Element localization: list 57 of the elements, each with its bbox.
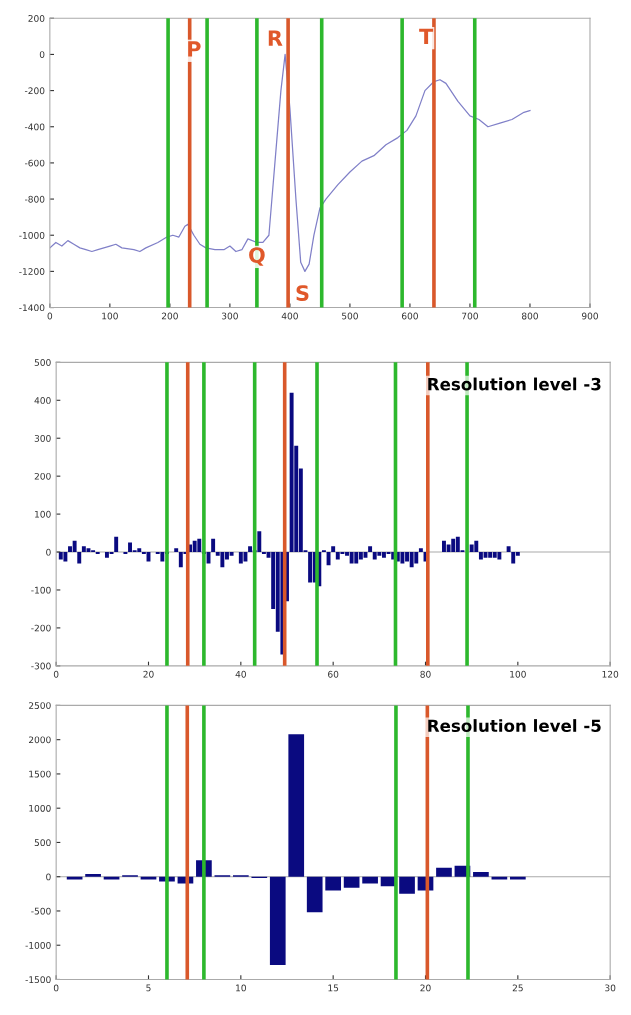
y-tick-label: -100 bbox=[31, 586, 51, 594]
x-tick-label: 800 bbox=[521, 312, 538, 320]
y-tick-label: -200 bbox=[31, 624, 51, 632]
y-tick-label: -800 bbox=[24, 195, 45, 203]
x-tick-label: 700 bbox=[462, 312, 478, 320]
y-tick-label: 1000 bbox=[29, 804, 51, 812]
y-tick-label: 200 bbox=[34, 472, 51, 480]
y-tick-label: 400 bbox=[34, 397, 51, 404]
y-tick-label: 2500 bbox=[28, 702, 51, 709]
text: Resolution level -3 bbox=[428, 377, 601, 391]
y-tick-label: -600 bbox=[24, 159, 45, 167]
x-tick-label: 120 bbox=[602, 670, 619, 678]
x-tick-label: 200 bbox=[161, 312, 178, 320]
x-tick-label: 30 bbox=[605, 984, 616, 992]
annotation: R bbox=[268, 30, 283, 46]
y-tick-label: 0 bbox=[39, 51, 45, 58]
y-tick-label: -400 bbox=[24, 123, 45, 131]
y-tick-label: -1200 bbox=[19, 268, 45, 275]
x-tick-label: 80 bbox=[420, 670, 431, 678]
x-tick-label: 15 bbox=[328, 984, 339, 992]
y-tick-label: 1500 bbox=[29, 770, 51, 778]
y-tick-label: -500 bbox=[31, 907, 51, 915]
x-tick-label: 100 bbox=[510, 670, 526, 678]
x-tick-label: 600 bbox=[401, 312, 418, 320]
x-tick-label: 20 bbox=[420, 984, 431, 992]
x-tick-label: 400 bbox=[281, 312, 298, 320]
x-tick-label: 0 bbox=[53, 984, 59, 992]
x-tick-label: 500 bbox=[342, 312, 358, 320]
y-tick-label: 0 bbox=[46, 548, 51, 556]
annotation: Q bbox=[249, 247, 265, 266]
y-tick-label: -1500 bbox=[25, 976, 51, 984]
y-tick-label: 300 bbox=[34, 434, 51, 442]
y-tick-label: -1400 bbox=[19, 304, 45, 312]
y-tick-label: 500 bbox=[34, 359, 51, 366]
annotation: P bbox=[188, 41, 201, 57]
y-tick-label: 100 bbox=[35, 510, 51, 518]
x-tick-label: 60 bbox=[328, 670, 339, 678]
y-tick-label: 0 bbox=[46, 873, 51, 881]
x-tick-label: 10 bbox=[236, 984, 246, 992]
x-tick-label: 20 bbox=[143, 670, 154, 678]
x-tick-label: 25 bbox=[512, 984, 523, 992]
text: Resolution level -5 bbox=[428, 719, 601, 733]
y-tick-label: -1000 bbox=[25, 941, 51, 949]
y-tick-label: 200 bbox=[28, 15, 45, 22]
y-tick-label: 2000 bbox=[28, 736, 51, 744]
y-tick-label: -1000 bbox=[19, 231, 45, 239]
x-tick-label: 5 bbox=[146, 984, 151, 992]
annotation: S bbox=[296, 285, 309, 301]
x-tick-label: 100 bbox=[102, 312, 118, 320]
y-tick-label: -300 bbox=[31, 662, 51, 670]
y-tick-label: 500 bbox=[34, 839, 51, 847]
x-tick-label: 0 bbox=[53, 670, 59, 678]
annotation: T bbox=[419, 28, 434, 44]
x-tick-label: 40 bbox=[235, 670, 246, 678]
y-tick-label: -200 bbox=[24, 87, 45, 95]
x-tick-label: 300 bbox=[221, 312, 238, 320]
x-tick-label: 900 bbox=[581, 312, 598, 320]
